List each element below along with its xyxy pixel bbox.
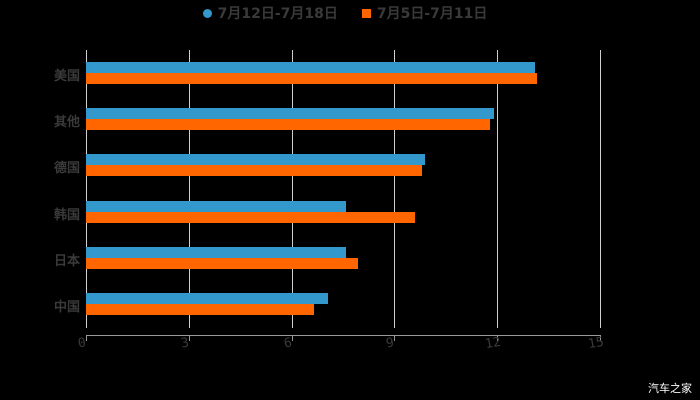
gridline <box>394 50 396 328</box>
legend-marker-blue-icon <box>202 8 212 18</box>
x-tick <box>600 335 601 341</box>
bar[interactable] <box>86 246 347 258</box>
bar[interactable] <box>86 108 494 120</box>
category-label: 韩国 <box>53 207 80 223</box>
bar[interactable] <box>86 165 422 177</box>
bar[interactable] <box>86 293 328 304</box>
gridline <box>188 50 190 328</box>
x-tick <box>291 335 293 341</box>
bar[interactable] <box>86 154 426 166</box>
legend-label: 7月12日-7月18日 <box>217 6 338 22</box>
legend-marker-orange-icon <box>361 8 371 18</box>
x-tick-label: 12 <box>484 334 503 353</box>
x-tick <box>86 335 87 341</box>
x-tick-label: 15 <box>586 334 606 353</box>
category-label: 美国 <box>53 69 80 84</box>
bar[interactable] <box>86 257 359 269</box>
bar[interactable] <box>86 304 314 315</box>
x-tick <box>188 335 190 341</box>
bar[interactable] <box>86 211 415 223</box>
x-tick <box>394 335 396 341</box>
legend-label: 7月5日-7月11日 <box>376 6 488 22</box>
bar[interactable] <box>86 200 347 212</box>
category-label: 中国 <box>53 300 80 315</box>
x-axis <box>86 335 600 336</box>
bar[interactable] <box>86 62 535 73</box>
gridline <box>600 50 601 328</box>
bar[interactable] <box>86 119 491 131</box>
legend-item-series-1[interactable]: 7月12日-7月18日 <box>202 4 338 22</box>
x-tick <box>497 335 499 341</box>
watermark: 汽车之家 <box>648 382 692 395</box>
gridline <box>497 50 499 328</box>
gridline <box>86 50 87 328</box>
category-label: 德国 <box>53 161 80 177</box>
gridline <box>291 50 293 328</box>
legend-item-series-2[interactable]: 7月5日-7月11日 <box>361 4 488 22</box>
chart-legend: 7月12日-7月18日 7月5日-7月11日 <box>0 4 700 22</box>
category-label: 其他 <box>53 115 80 131</box>
category-label: 日本 <box>53 253 80 269</box>
bar[interactable] <box>86 73 537 84</box>
